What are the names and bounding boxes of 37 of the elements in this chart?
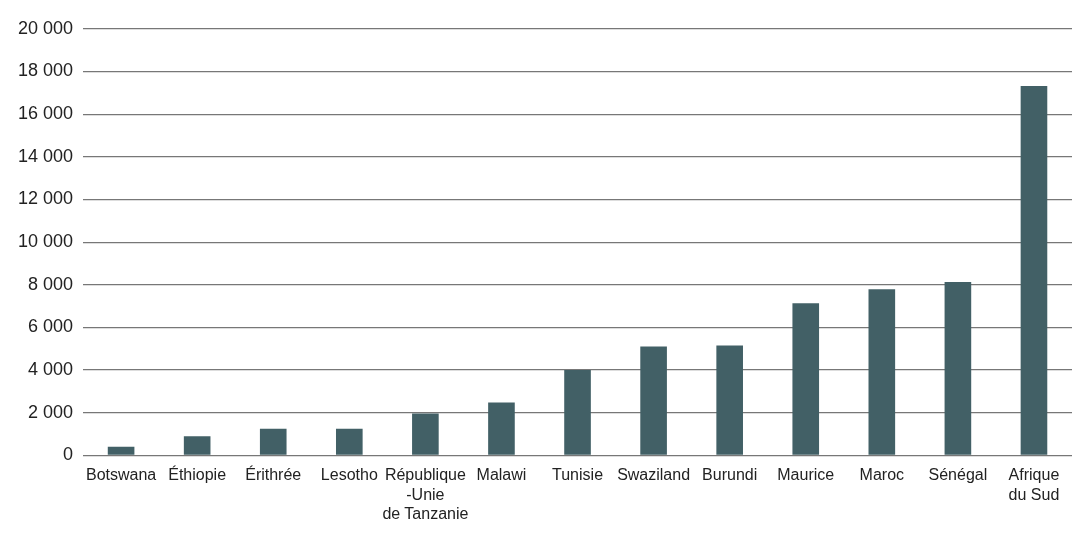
bar [792, 303, 820, 455]
x-tick-label: Éthiopie [168, 465, 227, 484]
y-tick-label: 16 000 [17, 103, 74, 124]
bar [564, 370, 591, 455]
x-tick-label: Swaziland [617, 466, 691, 484]
y-tick-label: 2 000 [28, 401, 74, 422]
bar [640, 346, 667, 455]
x-tick-label: Burundi [702, 466, 758, 484]
y-tick-label: 20 000 [17, 17, 74, 38]
bar [716, 345, 743, 455]
x-tick-label: Maurice [777, 466, 835, 484]
bar [944, 281, 972, 455]
x-tick-label: Érithrée [245, 465, 302, 484]
y-tick-label: 0 [63, 444, 74, 465]
y-tick-label: 6 000 [28, 316, 74, 337]
bar [1020, 85, 1048, 455]
bar [336, 428, 363, 455]
x-tick-label: Sénégal [928, 466, 988, 484]
bar [259, 428, 287, 455]
x-tick-label: Malawi [476, 466, 527, 484]
bar [412, 413, 439, 455]
x-tick-label: Tunisie [552, 466, 604, 484]
x-tick-label: Maroc [859, 466, 905, 484]
bar [868, 289, 896, 455]
y-tick-label: 18 000 [17, 60, 74, 81]
x-tick-label: République -Unie de Tanzanie [382, 466, 469, 522]
bar [183, 436, 211, 455]
x-tick-label: Afrique du Sud [1008, 466, 1060, 503]
bar [488, 402, 515, 455]
x-tick-label: Botswana [85, 466, 157, 484]
y-tick-label: 14 000 [17, 145, 74, 166]
x-tick-label: Lesotho [320, 466, 378, 484]
y-tick-label: 12 000 [17, 188, 74, 209]
y-tick-label: 8 000 [28, 273, 74, 294]
bar [107, 446, 135, 455]
y-tick-label: 4 000 [28, 359, 74, 380]
y-tick-label: 10 000 [17, 231, 74, 252]
